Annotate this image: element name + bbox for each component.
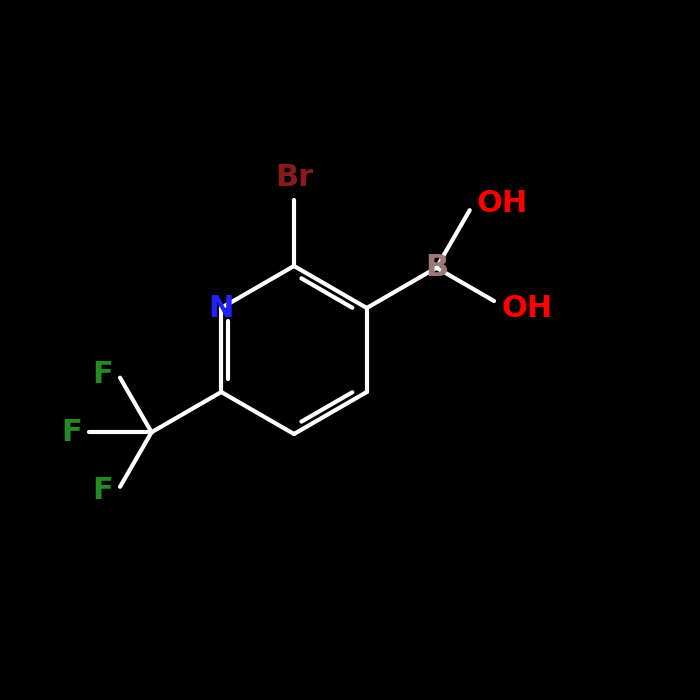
Text: F: F xyxy=(92,360,113,389)
Text: N: N xyxy=(209,293,234,323)
Text: B: B xyxy=(425,253,448,282)
Text: OH: OH xyxy=(477,189,528,218)
Text: F: F xyxy=(61,418,81,447)
Text: Br: Br xyxy=(275,164,313,193)
Text: F: F xyxy=(92,476,113,505)
Text: OH: OH xyxy=(501,293,552,323)
